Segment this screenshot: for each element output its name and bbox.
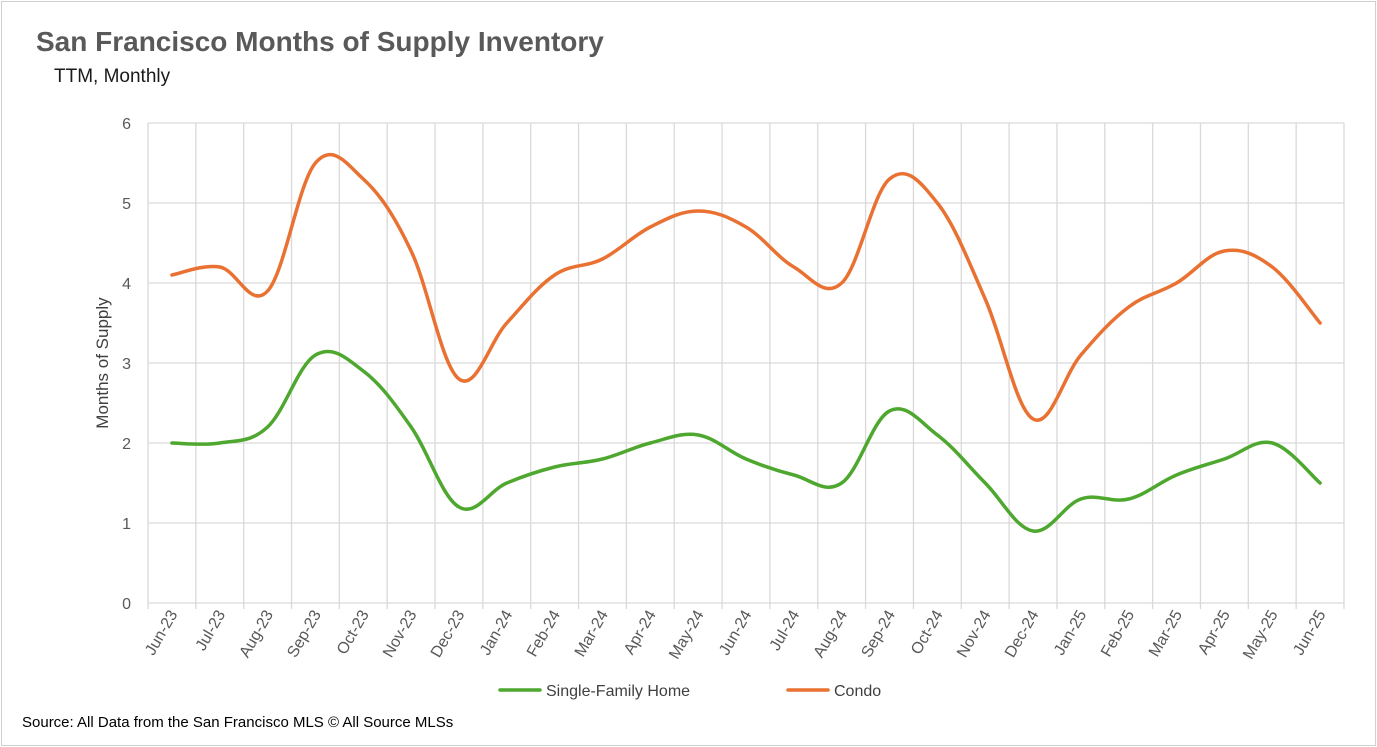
x-tick-label: Sep-23 [284,607,325,660]
x-tick-label: Jun-25 [1290,607,1329,658]
x-tick-label: Dec-24 [1002,607,1043,660]
x-tick-label: Dec-23 [428,607,469,660]
x-tick-label: Apr-24 [621,607,660,657]
x-tick-label: Jun-23 [142,607,181,658]
series-line-single-family-home [170,349,1322,533]
x-tick-label: Aug-23 [237,607,278,660]
x-tick-label: Jan-24 [477,607,516,658]
x-tick-label: Jul-24 [767,607,804,653]
x-tick-label: Oct-24 [908,607,947,657]
x-tick-label: Jul-23 [193,607,230,653]
x-tick-label: Oct-23 [334,607,373,657]
y-axis-label: Months of Supply [93,297,112,429]
legend: Single-Family Home Condo [498,683,881,700]
y-tick-label: 4 [122,276,131,293]
x-tick-label: May-24 [666,607,707,662]
legend-label-condo: Condo [834,683,881,700]
x-tick-label: Aug-24 [811,607,852,660]
x-tick-label: Jan-25 [1051,607,1090,658]
x-tick-label: Mar-25 [1146,607,1186,659]
x-tick-label: Apr-25 [1195,607,1234,657]
y-tick-label: 6 [122,116,131,133]
grid [147,122,1345,609]
y-tick-label: 5 [122,196,131,213]
chart-title: San Francisco Months of Supply Inventory [36,26,604,57]
x-tick-label: Feb-24 [524,607,564,659]
y-tick-label: 2 [122,436,131,453]
chart-subtitle: TTM, Monthly [54,66,171,87]
y-tick-label: 0 [122,596,131,613]
x-tick-label: Nov-24 [954,607,995,660]
x-tick-label: Jun-24 [716,607,755,658]
x-tick-label: Sep-24 [858,607,899,660]
x-tick-label: Mar-24 [572,607,612,659]
x-tick-label: Feb-25 [1098,607,1138,659]
source-note: Source: All Data from the San Francisco … [22,714,454,731]
series-line-condo [170,152,1322,422]
y-tick-label: 1 [122,516,131,533]
legend-label-single-family-home: Single-Family Home [546,683,690,700]
x-tick-label: May-25 [1240,607,1281,662]
x-axis-ticks: Jun-23 Jul-23 Aug-23 Sep-23 Oct-23 Nov-23 Dec-… [142,607,1329,662]
y-axis-ticks: 0 1 2 3 4 5 6 [122,116,131,613]
y-tick-label: 3 [122,356,131,373]
x-tick-label: Nov-23 [380,607,421,660]
series-lines [170,152,1322,533]
